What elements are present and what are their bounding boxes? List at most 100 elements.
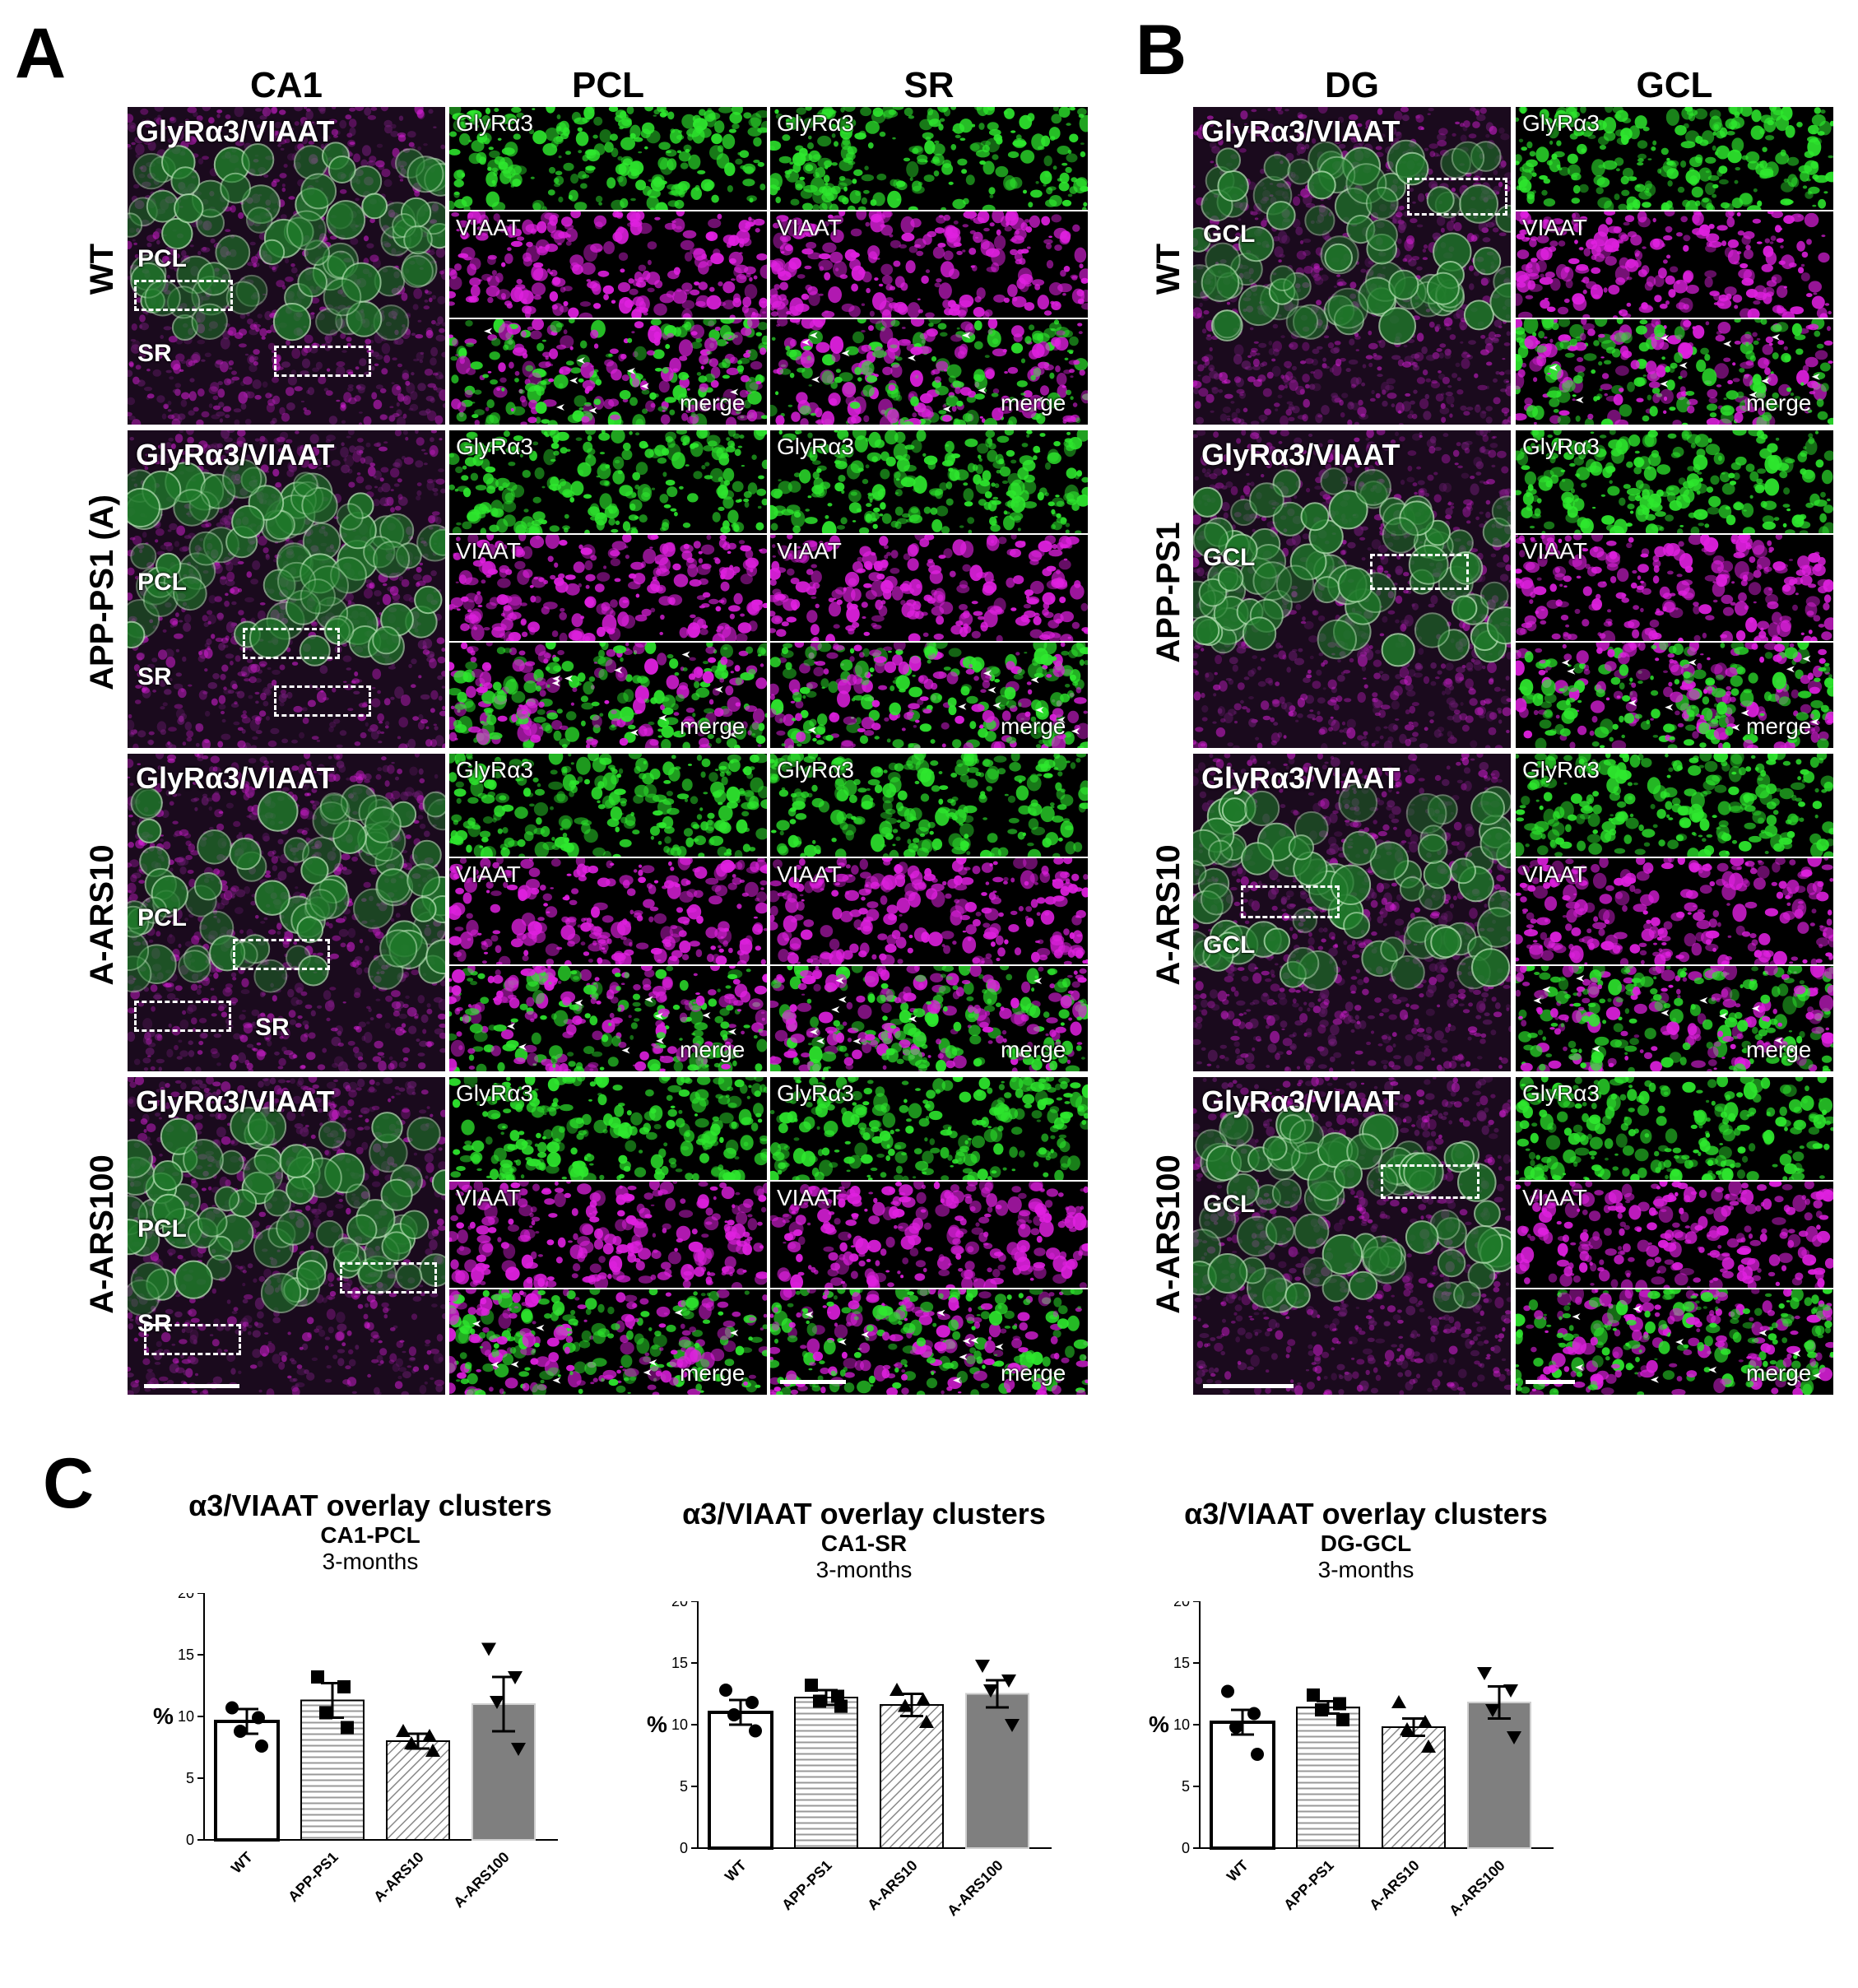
roi-dashed-box: [1381, 1164, 1479, 1199]
merge-label: merge: [680, 1362, 745, 1385]
region-label-gcl: GCL: [1203, 933, 1255, 958]
panel-label-c: C: [43, 1448, 94, 1519]
arrowhead-icon: [569, 377, 578, 383]
roi-dashed-box: [274, 685, 371, 717]
col-header-pcl: PCL: [449, 67, 767, 104]
x-tick-label: APP-PS1: [1280, 1856, 1337, 1913]
row-label-a-ars10-b: A-ARS10: [1152, 844, 1185, 985]
y-tick-label: 0: [1182, 1840, 1190, 1856]
roi-dashed-box: [243, 628, 340, 659]
arrowhead-icon: [1628, 699, 1637, 706]
arrowhead-icon: [1576, 397, 1584, 403]
arrowhead-icon: [842, 350, 850, 356]
green-channel-image: GlyRα3: [1516, 430, 1833, 533]
data-point: [311, 1670, 324, 1684]
data-point: [727, 1708, 741, 1721]
arrowhead-icon: [1567, 668, 1575, 675]
arrowhead-icon: [1542, 986, 1550, 992]
magenta-channel-image: VIAAT: [449, 211, 767, 318]
y-tick-label: 5: [680, 1778, 688, 1795]
region-label-pcl: PCL: [137, 247, 187, 272]
glyra3-label: GlyRα3: [1522, 1082, 1600, 1105]
data-point: [1336, 1713, 1349, 1726]
arrowhead-icon: [1661, 1010, 1669, 1016]
arrowhead-icon: [675, 1309, 683, 1316]
x-tick-label: A-ARS10: [370, 1848, 427, 1905]
data-point: [719, 1684, 732, 1697]
y-tick-label: 15: [178, 1647, 194, 1663]
arrowhead-icon: [484, 328, 492, 335]
roi-dashed-box: [340, 1262, 437, 1294]
arrowhead-icon: [641, 383, 649, 389]
bar-wt: [216, 1721, 278, 1840]
viaat-label: VIAAT: [1522, 216, 1587, 239]
arrowhead-icon: [1071, 728, 1080, 735]
green-channel-image: GlyRα3: [1516, 107, 1833, 210]
data-point: [749, 1724, 762, 1737]
chart-title: α3/VIAAT overlay clusters: [148, 1489, 592, 1522]
arrowhead-icon: [1792, 1350, 1800, 1357]
magenta-channel-image: VIAAT: [449, 858, 767, 964]
arrowhead-icon: [1572, 1313, 1581, 1320]
magenta-channel-image: VIAAT: [449, 535, 767, 641]
data-point: [1307, 1688, 1320, 1702]
data-point: [1229, 1721, 1243, 1734]
arrowhead-icon: [511, 1361, 519, 1368]
arrowhead-icon: [556, 404, 564, 411]
region-label-sr: SR: [255, 1015, 290, 1040]
x-tick-label: A-ARS100: [450, 1848, 513, 1911]
viaat-label: VIAAT: [777, 863, 842, 886]
data-point: [337, 1680, 351, 1693]
arrowhead-icon: [1035, 707, 1043, 713]
arrowhead-icon: [836, 978, 844, 984]
merge-label: merge: [1746, 392, 1811, 415]
arrowhead-icon: [552, 676, 560, 682]
arrowhead-icon: [1562, 659, 1570, 666]
green-channel-image: GlyRα3: [770, 107, 1088, 210]
roi-dashed-box: [134, 280, 233, 311]
arrowhead-icon: [962, 332, 970, 339]
arrowhead-icon: [643, 1369, 652, 1376]
arrowhead-icon: [953, 1377, 961, 1384]
merge-label: merge: [1001, 1038, 1066, 1061]
y-tick-label: 0: [680, 1840, 688, 1856]
y-tick-label: 10: [671, 1716, 688, 1733]
x-tick-label: A-ARS100: [944, 1856, 1006, 1919]
arrowhead-icon: [536, 1325, 544, 1331]
glyra3-label: GlyRα3: [777, 435, 854, 458]
y-tick-label: 5: [186, 1770, 194, 1786]
chart-subtitle: CA1-SR: [642, 1530, 1086, 1557]
fluorescence-texture: [1193, 107, 1511, 425]
merge-label: merge: [1746, 1038, 1811, 1061]
arrowhead-icon: [1031, 676, 1039, 683]
arrowhead-icon: [1786, 666, 1795, 672]
x-tick-label: WT: [722, 1856, 750, 1884]
row-label-wt-a: WT: [86, 244, 118, 295]
overview-label: GlyRα3/VIAAT: [136, 1087, 335, 1117]
roi-dashed-box: [1241, 885, 1340, 918]
arrowhead-icon: [861, 1331, 869, 1338]
arrowhead-icon: [937, 1310, 945, 1317]
region-label-sr: SR: [137, 665, 172, 690]
col-header-ca1: CA1: [128, 67, 445, 104]
data-point: [1251, 1748, 1264, 1761]
viaat-label: VIAAT: [777, 216, 842, 239]
data-point: [805, 1679, 818, 1692]
merge-image: merge: [770, 1289, 1088, 1395]
region-label-pcl: PCL: [137, 570, 187, 595]
region-label-pcl: PCL: [137, 1217, 187, 1242]
glyra3-label: GlyRα3: [1522, 759, 1600, 782]
arrowhead-icon: [963, 1338, 971, 1345]
bar-app-ps1: [301, 1700, 364, 1840]
arrowhead-icon: [730, 1330, 738, 1336]
viaat-label: VIAAT: [1522, 540, 1587, 563]
magenta-channel-image: VIAAT: [1516, 858, 1833, 964]
row-label-a-ars100-a: A-ARS100: [86, 1154, 118, 1313]
arrowhead-icon: [1665, 704, 1673, 711]
arrowhead-icon: [1592, 1046, 1600, 1052]
merge-image: merge: [449, 319, 767, 425]
